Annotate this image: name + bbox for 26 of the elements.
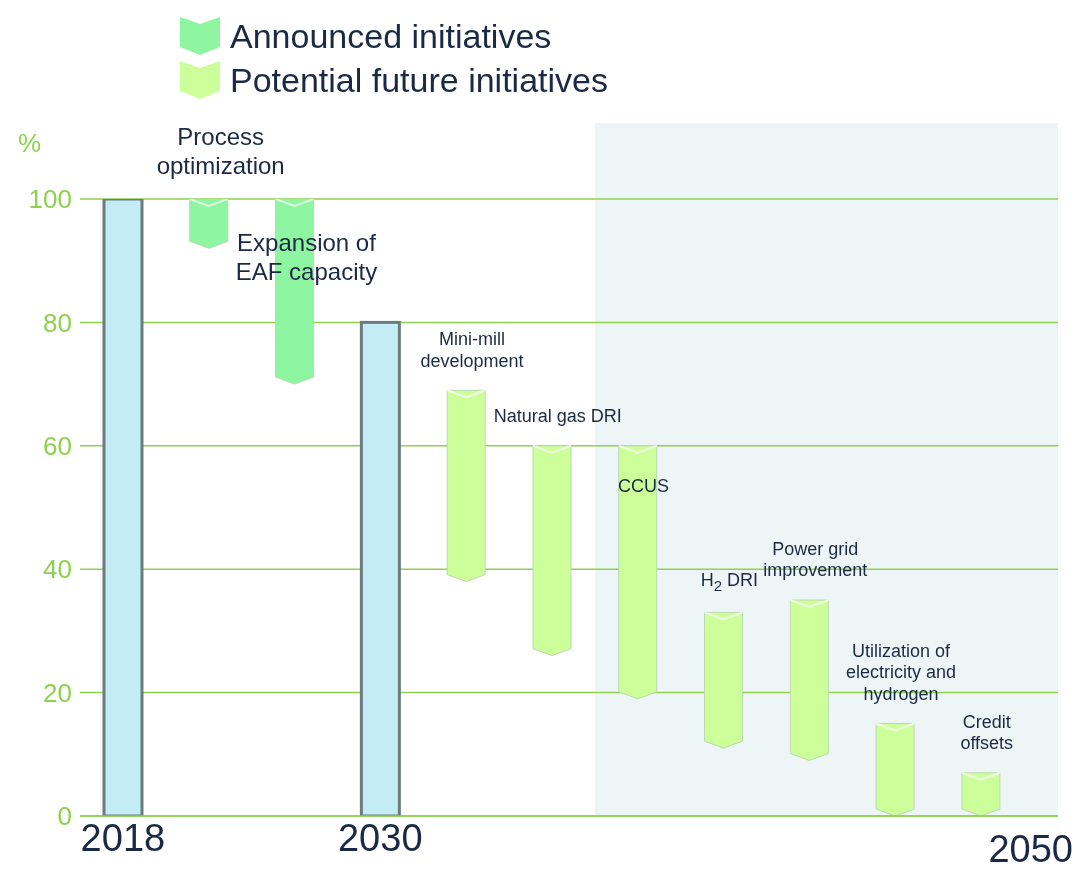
y-tick-label: 40 bbox=[43, 554, 72, 585]
annotation: Process optimization bbox=[156, 123, 285, 180]
text: 2050 bbox=[988, 828, 1073, 871]
annotation: CCUS bbox=[618, 475, 670, 496]
annotation: H$_{2}$ DRI bbox=[700, 569, 759, 594]
legend-label: Announced initiatives bbox=[230, 16, 552, 56]
y-tick-label: 0 bbox=[57, 801, 72, 832]
annotation: Credit offsets bbox=[960, 711, 1014, 754]
x-tick-label: 2018 bbox=[80, 816, 166, 859]
legend-label: Potential future initiatives bbox=[230, 60, 608, 100]
bar bbox=[789, 599, 829, 761]
x-tick-label: 2030 bbox=[337, 816, 423, 859]
bar bbox=[704, 611, 744, 749]
bar bbox=[446, 389, 486, 583]
y-tick-label: 60 bbox=[43, 431, 72, 462]
annotation: Mini-mill development bbox=[420, 329, 524, 371]
y-tick-label: 80 bbox=[43, 307, 72, 338]
annotation: Natural gas DRI bbox=[493, 406, 622, 427]
annotation: Expansion of EAF capacity bbox=[235, 229, 378, 285]
bar bbox=[102, 199, 144, 816]
bar bbox=[359, 320, 401, 816]
bar bbox=[532, 445, 572, 657]
y-axis-title: % bbox=[18, 128, 42, 159]
bar bbox=[875, 722, 915, 816]
y-tick-label: 100 bbox=[28, 184, 72, 215]
y-tick-label: 20 bbox=[43, 677, 72, 708]
